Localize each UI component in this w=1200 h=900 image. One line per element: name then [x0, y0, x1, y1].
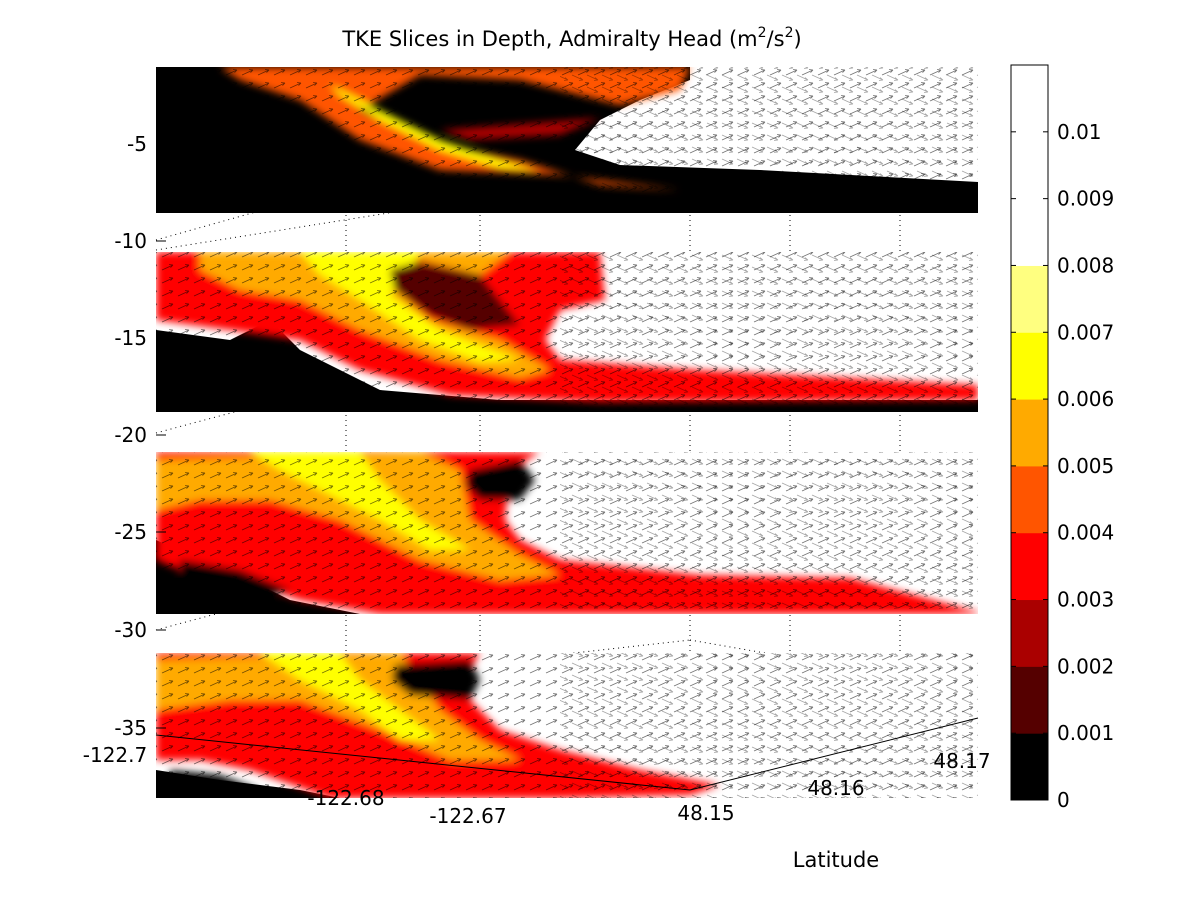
colorbar-tick-label: 0: [1057, 788, 1070, 812]
colorbar-band: [1011, 733, 1048, 801]
depth-slices: [156, 67, 978, 798]
colorbar-tick-label: 0.006: [1057, 387, 1114, 411]
colorbar: 0 0.001 0.002 0.003 0.004 0.005 0.006 0.007 0.00…: [1010, 64, 1114, 812]
y-axis-line: [689, 717, 979, 791]
y-axis-label: Latitude: [793, 848, 879, 872]
velocity-arrows: [560, 452, 978, 614]
colorbar-tick-label: 0.001: [1057, 721, 1114, 745]
colorbar-band: [1011, 666, 1048, 734]
x-tick-label: -122.67: [429, 804, 506, 828]
z-tick-label: -10: [114, 229, 147, 253]
axes: -5 -10 -15 -20 -25 -30 -35 -122.7 -122.68 -122.67…: [83, 132, 991, 828]
z-tick-label: -25: [114, 520, 147, 544]
chart-title: TKE Slices in Depth, Admiralty Head (m2/…: [341, 25, 801, 51]
x-tick-label: -122.7: [83, 743, 147, 767]
z-tick-label: -35: [114, 716, 147, 740]
colorbar-band: [1011, 332, 1048, 400]
depth-slice: [156, 452, 978, 614]
colorbar-band: [1011, 131, 1048, 200]
z-tick-label: -15: [114, 326, 147, 350]
y-tick-label: 48.15: [677, 801, 734, 825]
depth-slice: [156, 67, 978, 213]
colorbar-band: [1011, 265, 1048, 333]
colorbar-tick-label: 0.007: [1057, 320, 1114, 344]
colorbar-band: [1011, 399, 1048, 467]
colorbar-band: [1011, 465, 1048, 534]
colorbar-tick-label: 0.005: [1057, 454, 1114, 478]
velocity-arrows: [560, 653, 978, 798]
colorbar-tick-label: 0.004: [1057, 521, 1114, 545]
colorbar-band: [1011, 532, 1048, 601]
velocity-arrows: [560, 252, 978, 412]
z-tick-label: -30: [114, 618, 147, 642]
colorbar-band: [1011, 198, 1048, 266]
colorbar-frame: [1010, 64, 1049, 801]
colorbar-tick-label: 0.008: [1057, 253, 1114, 277]
x-axis-line: [155, 734, 691, 791]
depth-slice: [156, 653, 978, 798]
colorbar-tick-label: 0.003: [1057, 588, 1114, 612]
x-tick-label: -122.68: [307, 786, 384, 810]
velocity-arrows: [560, 67, 978, 213]
y-tick-label: 48.16: [807, 776, 864, 800]
depth-slice: [156, 252, 978, 412]
colorbar-tick-label: 0.002: [1057, 654, 1114, 678]
colorbar-tick-label: 0.01: [1057, 120, 1102, 144]
colorbar-band: [1011, 599, 1048, 667]
colorbar-tick-label: 0.009: [1057, 187, 1114, 211]
z-tick-label: -20: [114, 423, 147, 447]
y-tick-label: 48.17: [933, 749, 990, 773]
colorbar-band: [1011, 65, 1048, 133]
z-tick-label: -5: [127, 132, 147, 156]
